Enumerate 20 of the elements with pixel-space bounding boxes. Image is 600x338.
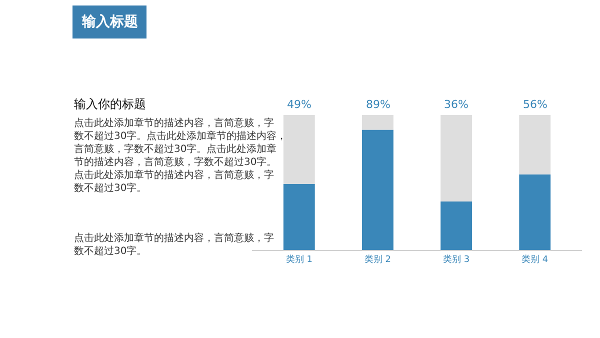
text: 输入你的标题	[74, 97, 146, 111]
annotation: 点击此处添加章节的描述内容，言简意赅，字数不超过30字。点击此处添加章节的描述内容，言简意赅，字数不超过30字。点击此处添加章节的描述内容，言简意赅，字数不超过30字。点击此处添加章节的描述内容，言简意赅，字数不超过30字。	[74, 117, 287, 194]
x-tick-label: 类别 4	[522, 254, 548, 265]
annotation: 36%	[444, 98, 468, 111]
text: 输入标题	[81, 14, 138, 30]
x-tick-label: 类别 3	[442, 254, 470, 265]
bar	[440, 114, 472, 202]
annotation: 点击此处添加章节的描述内容，言简意赅，字数不超过30字。	[74, 232, 274, 257]
bar	[440, 201, 472, 250]
x-tick-label: 类别 1	[286, 254, 312, 265]
bar	[283, 184, 315, 250]
x-tick-label: 类别 2	[364, 254, 392, 265]
bar	[519, 114, 551, 174]
bar	[283, 114, 315, 184]
bar	[519, 174, 551, 250]
annotation: 89%	[366, 98, 390, 111]
annotation: 56%	[523, 98, 548, 111]
annotation: 49%	[287, 98, 312, 111]
bar	[362, 114, 394, 130]
bar	[362, 130, 394, 250]
